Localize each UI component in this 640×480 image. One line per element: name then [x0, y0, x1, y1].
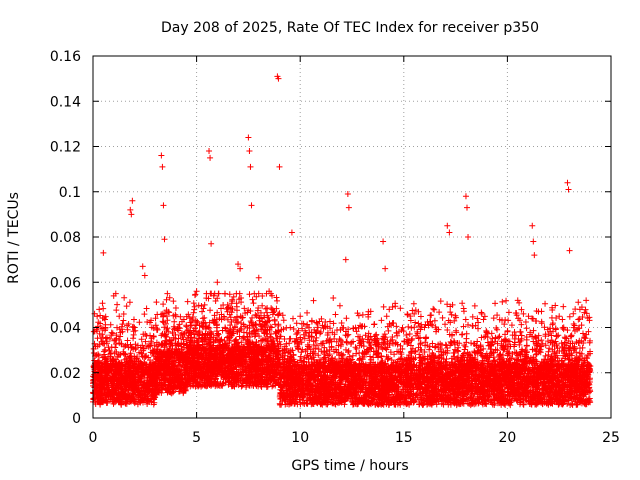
data-point [215, 331, 222, 338]
data-point [436, 309, 443, 316]
grid [93, 56, 611, 418]
data-point [408, 324, 415, 331]
data-point [240, 329, 247, 336]
data-point [496, 333, 503, 340]
data-point [380, 303, 387, 310]
data-point [421, 349, 428, 356]
data-point [322, 318, 329, 325]
data-point [280, 317, 287, 324]
data-point [113, 307, 120, 314]
data-point [468, 340, 475, 347]
data-point [353, 328, 360, 335]
data-point [448, 311, 455, 318]
data-point [541, 324, 548, 331]
data-point [236, 333, 243, 340]
data-point [195, 302, 202, 309]
data-point [415, 320, 422, 327]
data-point [227, 314, 234, 321]
data-point [249, 314, 256, 321]
data-point [166, 294, 173, 301]
data-point [301, 335, 308, 342]
data-point [399, 346, 406, 353]
data-point [474, 315, 481, 322]
data-point [393, 323, 400, 330]
data-point [409, 335, 416, 342]
data-point [138, 336, 145, 343]
data-point [120, 310, 127, 317]
data-point [298, 320, 305, 327]
data-point [304, 309, 311, 316]
data-point [505, 309, 512, 316]
data-point [132, 341, 139, 348]
data-point [170, 298, 177, 305]
data-point [190, 300, 197, 307]
data-point [511, 328, 518, 335]
data-point [437, 298, 444, 305]
data-point [381, 331, 388, 338]
data-point [392, 303, 399, 310]
data-points [90, 73, 594, 409]
data-point [194, 318, 201, 325]
data-point [306, 337, 313, 344]
data-point [471, 302, 478, 309]
data-point [383, 313, 390, 320]
data-point [403, 332, 410, 339]
data-point [316, 318, 323, 325]
